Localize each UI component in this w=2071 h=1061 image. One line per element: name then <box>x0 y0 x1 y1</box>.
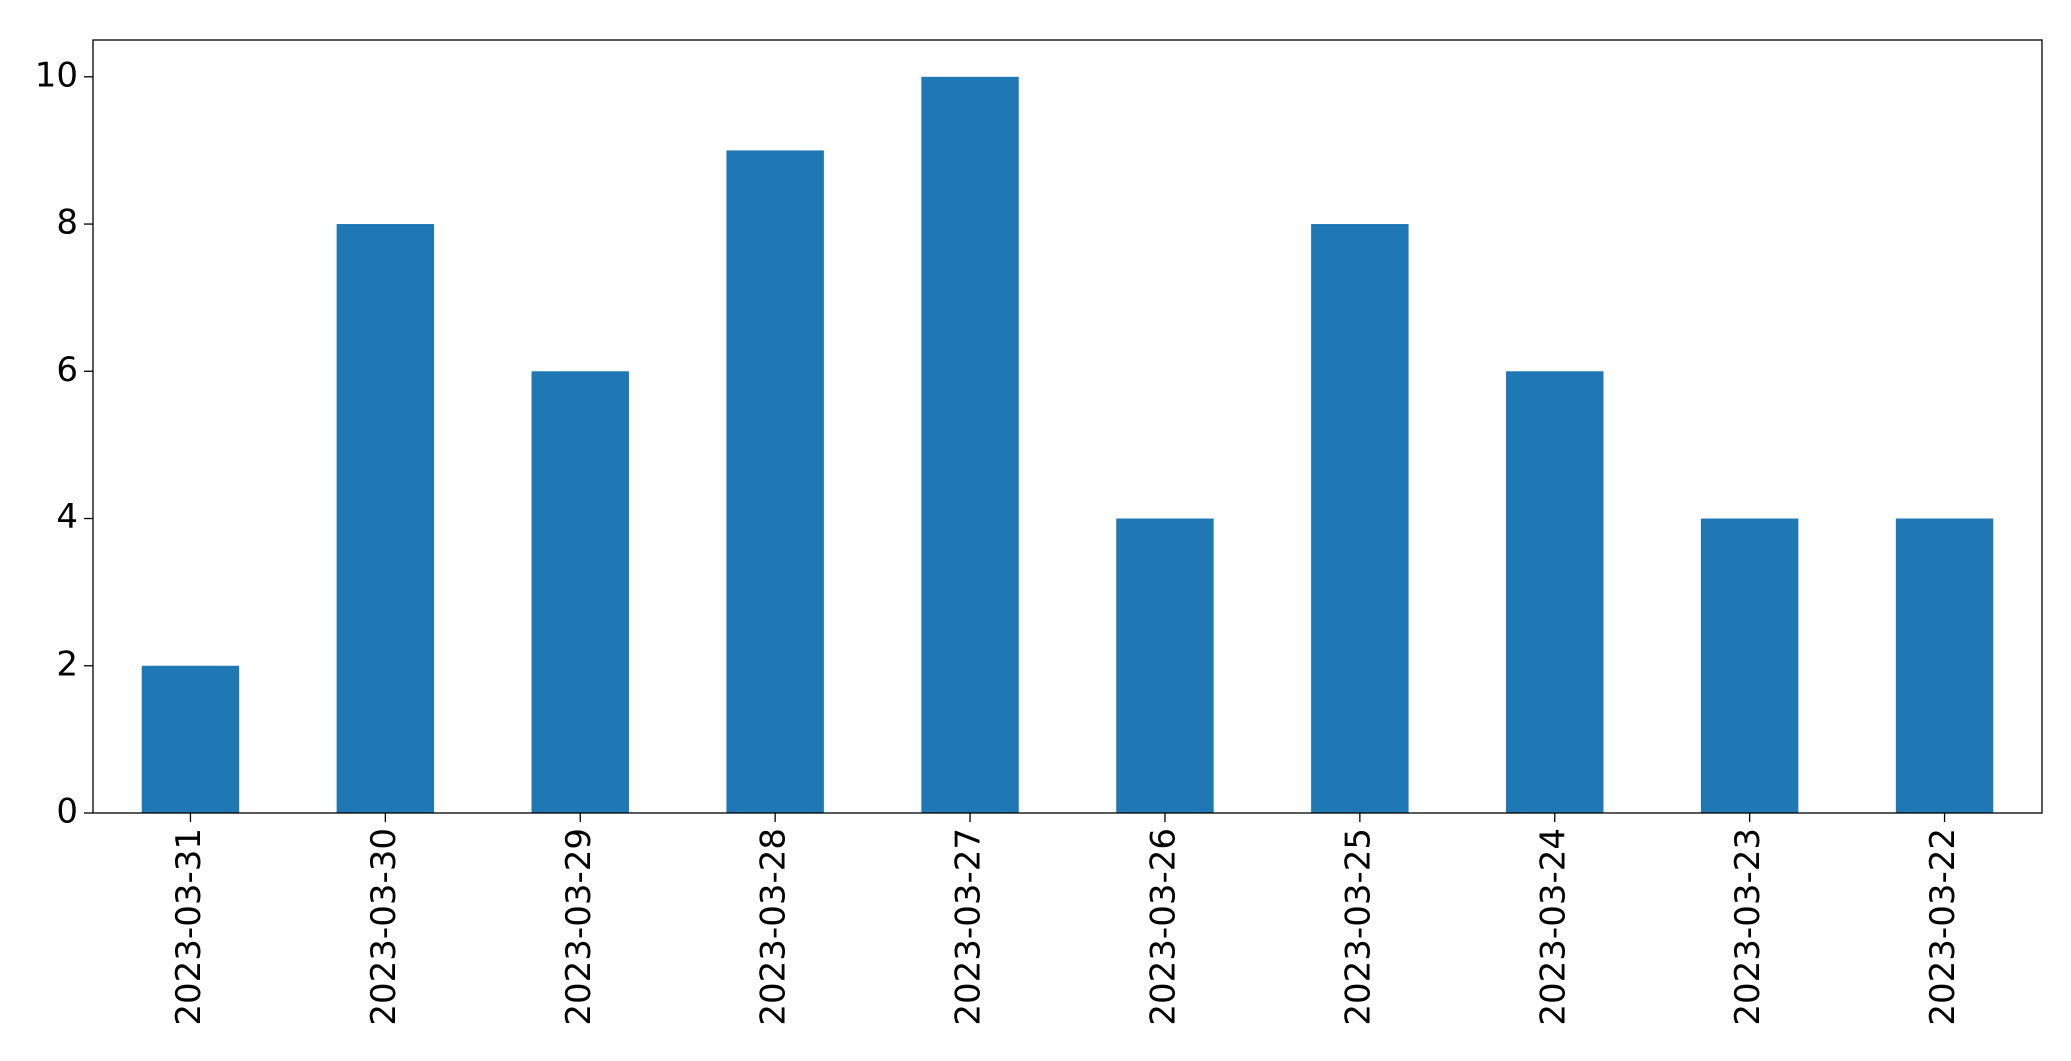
bar <box>531 371 629 813</box>
y-tick-label: 8 <box>56 203 78 243</box>
bar <box>1506 371 1604 813</box>
y-tick-label: 0 <box>56 792 78 832</box>
bar <box>921 76 1019 814</box>
bar <box>1311 224 1409 814</box>
y-tick-label: 6 <box>56 350 78 390</box>
bar <box>336 224 435 814</box>
x-tick-label: 2023-03-30 <box>364 828 404 1026</box>
x-tick-label: 2023-03-23 <box>1728 828 1768 1026</box>
y-tick-label: 2 <box>56 644 78 684</box>
y-tick-label: 10 <box>35 55 78 95</box>
x-tick-label: 2023-03-27 <box>949 828 989 1026</box>
bar <box>1700 518 1799 813</box>
bar <box>141 665 240 813</box>
x-tick-label: 2023-03-22 <box>1923 828 1963 1026</box>
x-tick-label: 2023-03-28 <box>754 828 794 1026</box>
x-tick-label: 2023-03-31 <box>169 828 209 1026</box>
axes-frame <box>92 39 2043 814</box>
bar <box>726 150 824 813</box>
x-tick-label: 2023-03-26 <box>1143 828 1183 1026</box>
x-tick-label: 2023-03-29 <box>559 828 599 1026</box>
x-tick-label: 2023-03-24 <box>1533 828 1573 1026</box>
bar <box>1116 518 1214 813</box>
x-tick-label: 2023-03-25 <box>1338 828 1378 1026</box>
y-tick-label: 4 <box>56 497 78 537</box>
bar <box>1895 518 1994 813</box>
